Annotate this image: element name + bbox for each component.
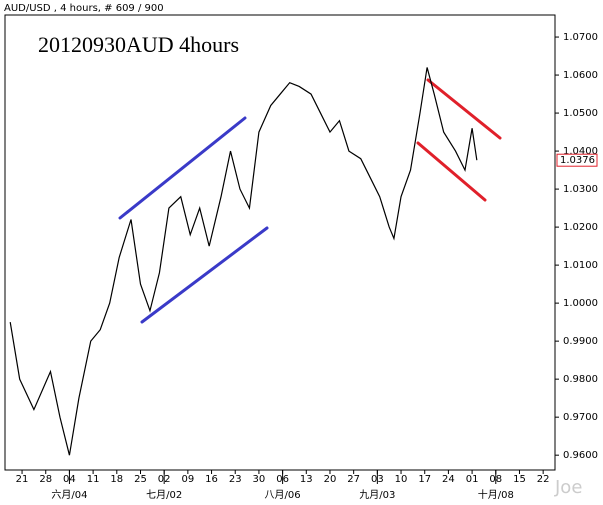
- x-tick-label: 10: [395, 474, 408, 485]
- x-tick-label: 25: [134, 474, 147, 485]
- y-tick-label: 1.0000: [563, 298, 598, 309]
- x-tick-label: 27: [347, 474, 360, 485]
- month-label: 六月/04: [51, 489, 87, 501]
- x-tick-label: 01: [466, 474, 479, 485]
- month-label: 八月/06: [265, 489, 301, 501]
- x-tick-label: 30: [253, 474, 266, 485]
- x-tick-label: 15: [513, 474, 526, 485]
- price-line: [9, 67, 478, 456]
- x-tick-label: 18: [110, 474, 123, 485]
- trend-line: [416, 141, 487, 202]
- y-tick-label: 1.0700: [563, 32, 598, 43]
- x-tick-label: 22: [537, 474, 550, 485]
- x-tick-label: 16: [205, 474, 218, 485]
- trend-lines: [118, 78, 502, 324]
- watermark: Joe: [554, 477, 582, 498]
- x-tick-label: 20: [324, 474, 337, 485]
- trend-line: [118, 116, 247, 220]
- y-tick-label: 0.9700: [563, 412, 598, 423]
- x-tick-label: 24: [442, 474, 455, 485]
- trend-line: [426, 78, 502, 140]
- x-tick-label: 17: [418, 474, 431, 485]
- y-tick-label: 1.0200: [563, 222, 598, 233]
- x-tick-label: 13: [300, 474, 313, 485]
- month-label: 七月/02: [146, 489, 182, 501]
- x-tick-label: 23: [229, 474, 242, 485]
- y-tick-label: 0.9800: [563, 374, 598, 385]
- chart-header: AUD/USD , 4 hours, # 609 / 900: [4, 3, 164, 14]
- last-price-label: 1.0376: [560, 155, 595, 166]
- trend-line: [140, 226, 269, 324]
- y-tick-label: 1.0500: [563, 108, 598, 119]
- month-label: 十月/08: [478, 488, 514, 501]
- y-tick-label: 1.0100: [563, 260, 598, 271]
- x-tick-label: 21: [16, 474, 29, 485]
- chart-title: 20120930AUD 4hours: [38, 32, 239, 57]
- y-tick-label: 1.0300: [563, 184, 598, 195]
- x-tick-label: 09: [181, 474, 194, 485]
- plot-frame: [4, 14, 556, 471]
- x-tick-label: 11: [87, 474, 100, 485]
- y-tick-label: 0.9900: [563, 336, 598, 347]
- last-price-box: [556, 153, 598, 167]
- y-tick-label: 1.0400: [563, 146, 598, 157]
- y-tick-label: 0.9600: [563, 450, 598, 461]
- month-label: 九月/03: [359, 489, 395, 501]
- x-tick-label: 28: [39, 474, 52, 485]
- y-tick-label: 1.0600: [563, 70, 598, 81]
